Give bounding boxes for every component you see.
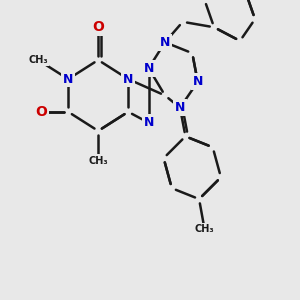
Text: N: N [63,73,74,85]
Text: N: N [143,62,154,75]
Text: N: N [160,36,170,49]
Text: CH₃: CH₃ [28,55,48,65]
Text: N: N [123,73,134,85]
Text: O: O [92,20,104,34]
Text: N: N [175,101,185,114]
Text: N: N [193,75,203,88]
Text: CH₃: CH₃ [88,156,108,166]
Text: CH₃: CH₃ [195,224,214,234]
Text: O: O [35,105,47,119]
Text: N: N [143,116,154,129]
